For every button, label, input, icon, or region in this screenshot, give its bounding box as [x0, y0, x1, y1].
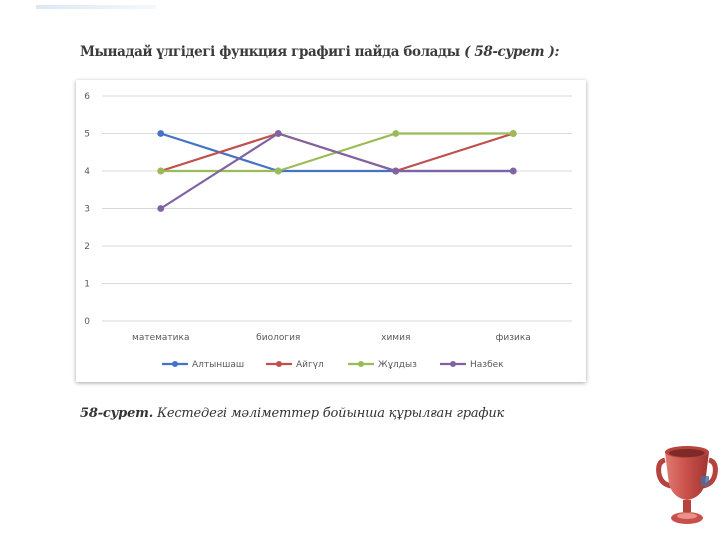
heading-figure-ref: ( 58-сурет ): [464, 44, 560, 60]
legend-marker [358, 361, 364, 367]
figure-caption: 58-сурет. Кестедегі мәліметтер бойынша қ… [80, 406, 504, 421]
y-tick-label: 4 [84, 167, 90, 177]
data-point [157, 167, 165, 175]
x-tick-label: биология [256, 333, 300, 343]
x-tick-label: химия [381, 333, 410, 343]
y-tick-label: 0 [84, 317, 90, 327]
legend-marker [276, 361, 282, 367]
y-tick-label: 6 [84, 92, 90, 102]
data-point [392, 130, 400, 137]
x-tick-label: математика [132, 333, 189, 343]
page-heading: Мынадай үлгідегі функция графигі пайда б… [80, 44, 559, 60]
legend-marker [450, 361, 456, 367]
y-tick-label: 3 [84, 205, 90, 215]
caption-label: 58-сурет. [80, 406, 154, 421]
line-chart: 0 1 2 3 4 5 6 математика биология химия физика Алты… [76, 80, 586, 382]
legend-label: Алтыншаш [192, 360, 244, 370]
series-line [160, 132, 514, 210]
legend-marker [172, 361, 178, 367]
legend-label: Назбек [470, 360, 504, 370]
chart-canvas: 0 1 2 3 4 5 6 математика биология химия физика Алты… [84, 92, 572, 370]
y-tick-label: 2 [84, 242, 90, 252]
data-point [509, 130, 517, 137]
y-tick-label: 5 [84, 130, 90, 140]
top-accent-bar [36, 5, 156, 9]
legend-label: Жұлдыз [378, 360, 417, 370]
trophy-icon [656, 446, 718, 524]
data-point [509, 167, 517, 175]
caption-text: Кестедегі мәліметтер бойынша құрылған гр… [156, 406, 505, 421]
y-tick-label: 1 [84, 280, 90, 290]
data-point [157, 130, 165, 137]
data-point [274, 130, 282, 137]
x-tick-label: физика [496, 333, 531, 343]
legend-label: Айгүл [296, 360, 324, 370]
data-point [392, 167, 400, 175]
heading-text: Мынадай үлгідегі функция графигі пайда б… [80, 44, 460, 60]
data-point [274, 167, 282, 175]
data-point [157, 205, 165, 212]
